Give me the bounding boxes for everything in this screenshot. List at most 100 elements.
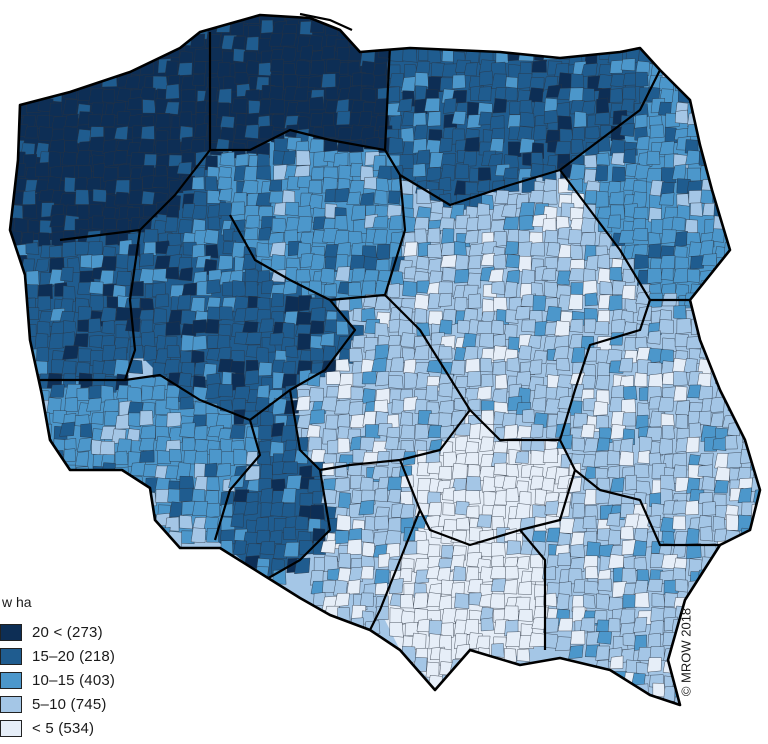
municipality-cell [704,138,718,155]
municipality-cell [659,141,675,155]
municipality-cell [372,229,388,245]
municipality-cell [729,86,743,102]
municipality-cell [75,150,91,166]
municipality-cell [360,592,374,607]
municipality-cell [194,48,210,62]
municipality-cell [764,88,768,102]
municipality-cell [662,425,675,440]
municipality-cell [75,479,92,496]
municipality-cell [334,215,348,231]
municipality-cell [569,244,583,260]
municipality-cell [570,630,586,645]
municipality-cell [438,595,452,610]
municipality-cell [751,308,760,324]
municipality-cell [597,74,613,89]
municipality-cell [764,333,768,349]
municipality-cell [686,62,700,77]
municipality-cell [155,489,171,503]
municipality-cell [192,319,208,334]
municipality-cell [281,449,296,463]
municipality-cell [260,19,274,34]
municipality-cell [270,58,284,73]
municipality-cell [181,437,196,452]
legend-label: 20 < (273) [32,623,103,641]
municipality-cell [241,179,259,194]
municipality-cell [672,464,688,480]
municipality-cell [64,113,79,128]
municipality-cell [516,15,533,21]
municipality-cell [440,242,456,256]
municipality-cell [504,86,518,102]
municipality-cell [442,502,456,516]
municipality-cell [573,15,589,26]
municipality-cell [48,24,63,41]
municipality-cell [284,295,301,314]
municipality-cell [402,280,418,297]
municipality-cell [465,566,480,582]
municipality-cell [191,205,208,220]
municipality-cell [622,594,637,609]
municipality-cell [336,320,349,336]
municipality-cell [39,453,53,472]
municipality-cell [752,397,760,413]
municipality-cell [181,20,197,34]
municipality-cell [632,616,648,633]
municipality-cell [21,72,36,90]
municipality-cell [179,487,195,502]
municipality-cell [702,501,717,516]
municipality-cell [124,75,140,89]
municipality-cell [698,452,714,467]
municipality-cell [675,400,690,416]
municipality-cell [76,204,90,220]
municipality-cell [464,229,479,244]
municipality-cell [441,674,456,690]
municipality-cell [269,241,287,257]
municipality-cell [659,517,677,533]
municipality-cell [113,359,130,377]
municipality-cell [677,35,691,50]
municipality-cell [555,102,570,117]
municipality-cell [674,25,691,40]
municipality-cell [11,324,28,339]
municipality-cell [176,161,192,175]
municipality-cell [596,593,611,610]
municipality-cell [480,357,493,373]
municipality-cell [416,462,430,477]
municipality-cell [10,439,13,453]
municipality-cell [295,100,311,114]
municipality-cell [178,267,193,282]
municipality-cell [675,414,689,430]
municipality-cell [89,493,105,508]
municipality-cell [77,32,91,46]
municipality-cell [728,255,743,271]
municipality-cell [10,401,24,418]
municipality-cell [10,35,16,51]
municipality-cell [325,414,339,430]
municipality-cell [739,363,755,378]
municipality-cell [750,317,760,331]
municipality-cell [114,179,130,195]
municipality-cell [358,111,373,127]
municipality-cell [294,515,309,530]
municipality-cell [533,124,547,141]
municipality-cell [379,24,394,40]
municipality-cell [50,36,65,52]
municipality-cell [584,292,599,307]
municipality-cell [763,204,768,219]
municipality-cell [724,35,741,50]
municipality-cell [233,448,249,465]
municipality-cell [763,101,768,116]
municipality-cell [324,244,339,259]
municipality-cell [489,35,507,51]
municipality-cell [425,661,440,678]
municipality-cell [753,515,760,531]
municipality-cell [359,192,375,207]
municipality-cell [634,113,648,129]
municipality-cell [764,491,768,505]
municipality-cell [751,269,760,285]
municipality-cell [101,344,116,361]
municipality-cell [88,136,105,152]
municipality-cell [125,491,142,505]
municipality-cell [416,149,430,165]
municipality-cell [645,23,662,38]
